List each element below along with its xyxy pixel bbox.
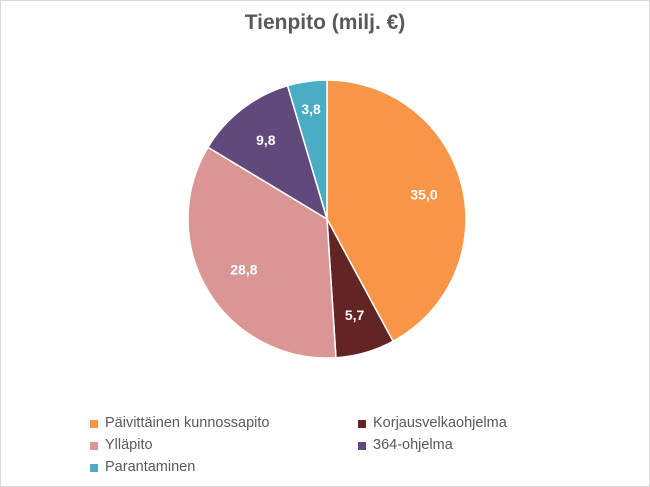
pie-data-labels: 35,0 5,7 28,8 9,8 3,8 <box>230 101 438 323</box>
pie-slice <box>326 79 467 343</box>
legend-label: Päivittäinen kunnossapito <box>105 415 270 431</box>
legend-label: Parantaminen <box>105 459 196 475</box>
legend: Päivittäinen kunnossapito Korjausvelkaohj… <box>90 415 570 476</box>
pie-data-label: 35,0 <box>410 187 437 203</box>
legend-swatch <box>90 463 98 472</box>
legend-label: Korjausvelkaohjelma <box>373 415 507 431</box>
chart-title: Tienpito (milj. €) <box>244 11 406 34</box>
pie-data-label: 9,8 <box>256 132 276 148</box>
legend-swatch <box>90 419 98 428</box>
legend-swatch <box>358 441 366 450</box>
legend-item: Parantaminen <box>90 459 358 476</box>
pie-data-label: 3,8 <box>301 101 321 117</box>
legend-swatch <box>90 441 98 450</box>
legend-swatch <box>358 419 366 428</box>
pie-data-label: 28,8 <box>230 262 257 278</box>
legend-item: Päivittäinen kunnossapito <box>90 415 358 432</box>
pie-slices <box>187 79 467 359</box>
legend-item: 364-ohjelma <box>358 437 558 454</box>
legend-item: Korjausvelkaohjelma <box>358 415 558 432</box>
legend-item: Ylläpito <box>90 437 358 454</box>
pie-slice <box>286 79 328 220</box>
pie-data-label: 5,7 <box>345 307 365 323</box>
legend-label: Ylläpito <box>105 437 153 453</box>
legend-label: 364-ohjelma <box>373 437 453 453</box>
pie-slice <box>187 146 337 359</box>
pie-chart: 35,0 5,7 28,8 9,8 3,8 <box>187 79 467 359</box>
